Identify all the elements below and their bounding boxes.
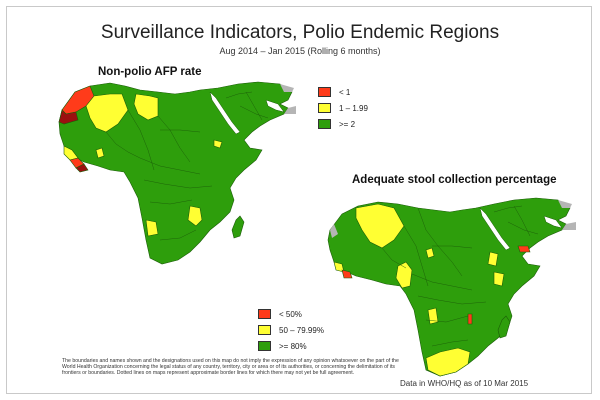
map1-west-coast-darkred — [75, 163, 89, 173]
map1-horn-yellow — [213, 139, 223, 149]
map1-legend-item: 1 – 1.99 — [318, 100, 368, 116]
map2-west-africa-yellow — [395, 261, 413, 289]
map1-nigeria-yellow — [95, 147, 105, 159]
map2-south-africa — [425, 347, 471, 377]
map2-south-red — [467, 313, 473, 325]
map2-central-yellow — [425, 247, 435, 259]
map1-legend-item: < 1 — [318, 84, 368, 100]
map1-legend: < 1 1 – 1.99 >= 2 — [318, 84, 368, 132]
map1-sahara-yellow — [85, 93, 129, 133]
map1-borders — [105, 91, 269, 241]
map2-arabia-red — [517, 245, 531, 253]
map1-southeast-yellow — [187, 205, 203, 227]
legend-label: < 50% — [279, 309, 302, 319]
map2-grey-area — [330, 224, 338, 238]
map2-title: Adequate stool collection percentage — [352, 174, 557, 186]
legend-label: 1 – 1.99 — [339, 103, 368, 113]
legend-label: >= 80% — [279, 341, 307, 351]
map1-western-sahara — [58, 109, 79, 125]
map1-afp-rate — [58, 81, 296, 265]
legend-label: 50 – 79.99% — [279, 325, 324, 335]
map2-algeria — [355, 203, 405, 249]
data-source-note: Data in WHO/HQ as of 10 Mar 2015 — [400, 379, 529, 388]
map2-madagascar — [497, 315, 511, 339]
map2-legend-item: < 50% — [258, 306, 324, 322]
map2-stool-collection — [327, 197, 576, 377]
map1-madagascar — [231, 215, 245, 239]
page-title: Surveillance Indicators, Polio Endemic R… — [100, 22, 500, 43]
disclaimer-footnote: The boundaries and names shown and the d… — [62, 358, 399, 376]
page-subtitle: Aug 2014 – Jan 2015 (Rolling 6 months) — [219, 46, 381, 56]
map1-title: Non-polio AFP rate — [98, 66, 202, 78]
legend-label: >= 2 — [339, 119, 356, 129]
legend-label: < 1 — [339, 87, 351, 97]
map2-east-yellow — [493, 271, 505, 287]
legend-swatch — [318, 119, 331, 129]
legend-swatch — [318, 103, 331, 113]
map2-horn-yellow — [487, 251, 499, 267]
map2-legend-item: 50 – 79.99% — [258, 322, 324, 338]
map1-legend-item: >= 2 — [318, 116, 368, 132]
map2-west-coast-red — [341, 269, 353, 279]
map1-grey-area — [280, 84, 294, 92]
map2-borders — [381, 205, 539, 347]
map2-angola — [427, 307, 439, 325]
legend-swatch — [258, 309, 271, 319]
map2-legend: < 50% 50 – 79.99% >= 80% — [258, 306, 324, 354]
map1-libya — [133, 93, 159, 121]
map1-angola — [145, 219, 159, 237]
legend-swatch — [258, 341, 271, 351]
map2-legend-item: >= 80% — [258, 338, 324, 354]
legend-swatch — [258, 325, 271, 335]
legend-swatch — [318, 87, 331, 97]
